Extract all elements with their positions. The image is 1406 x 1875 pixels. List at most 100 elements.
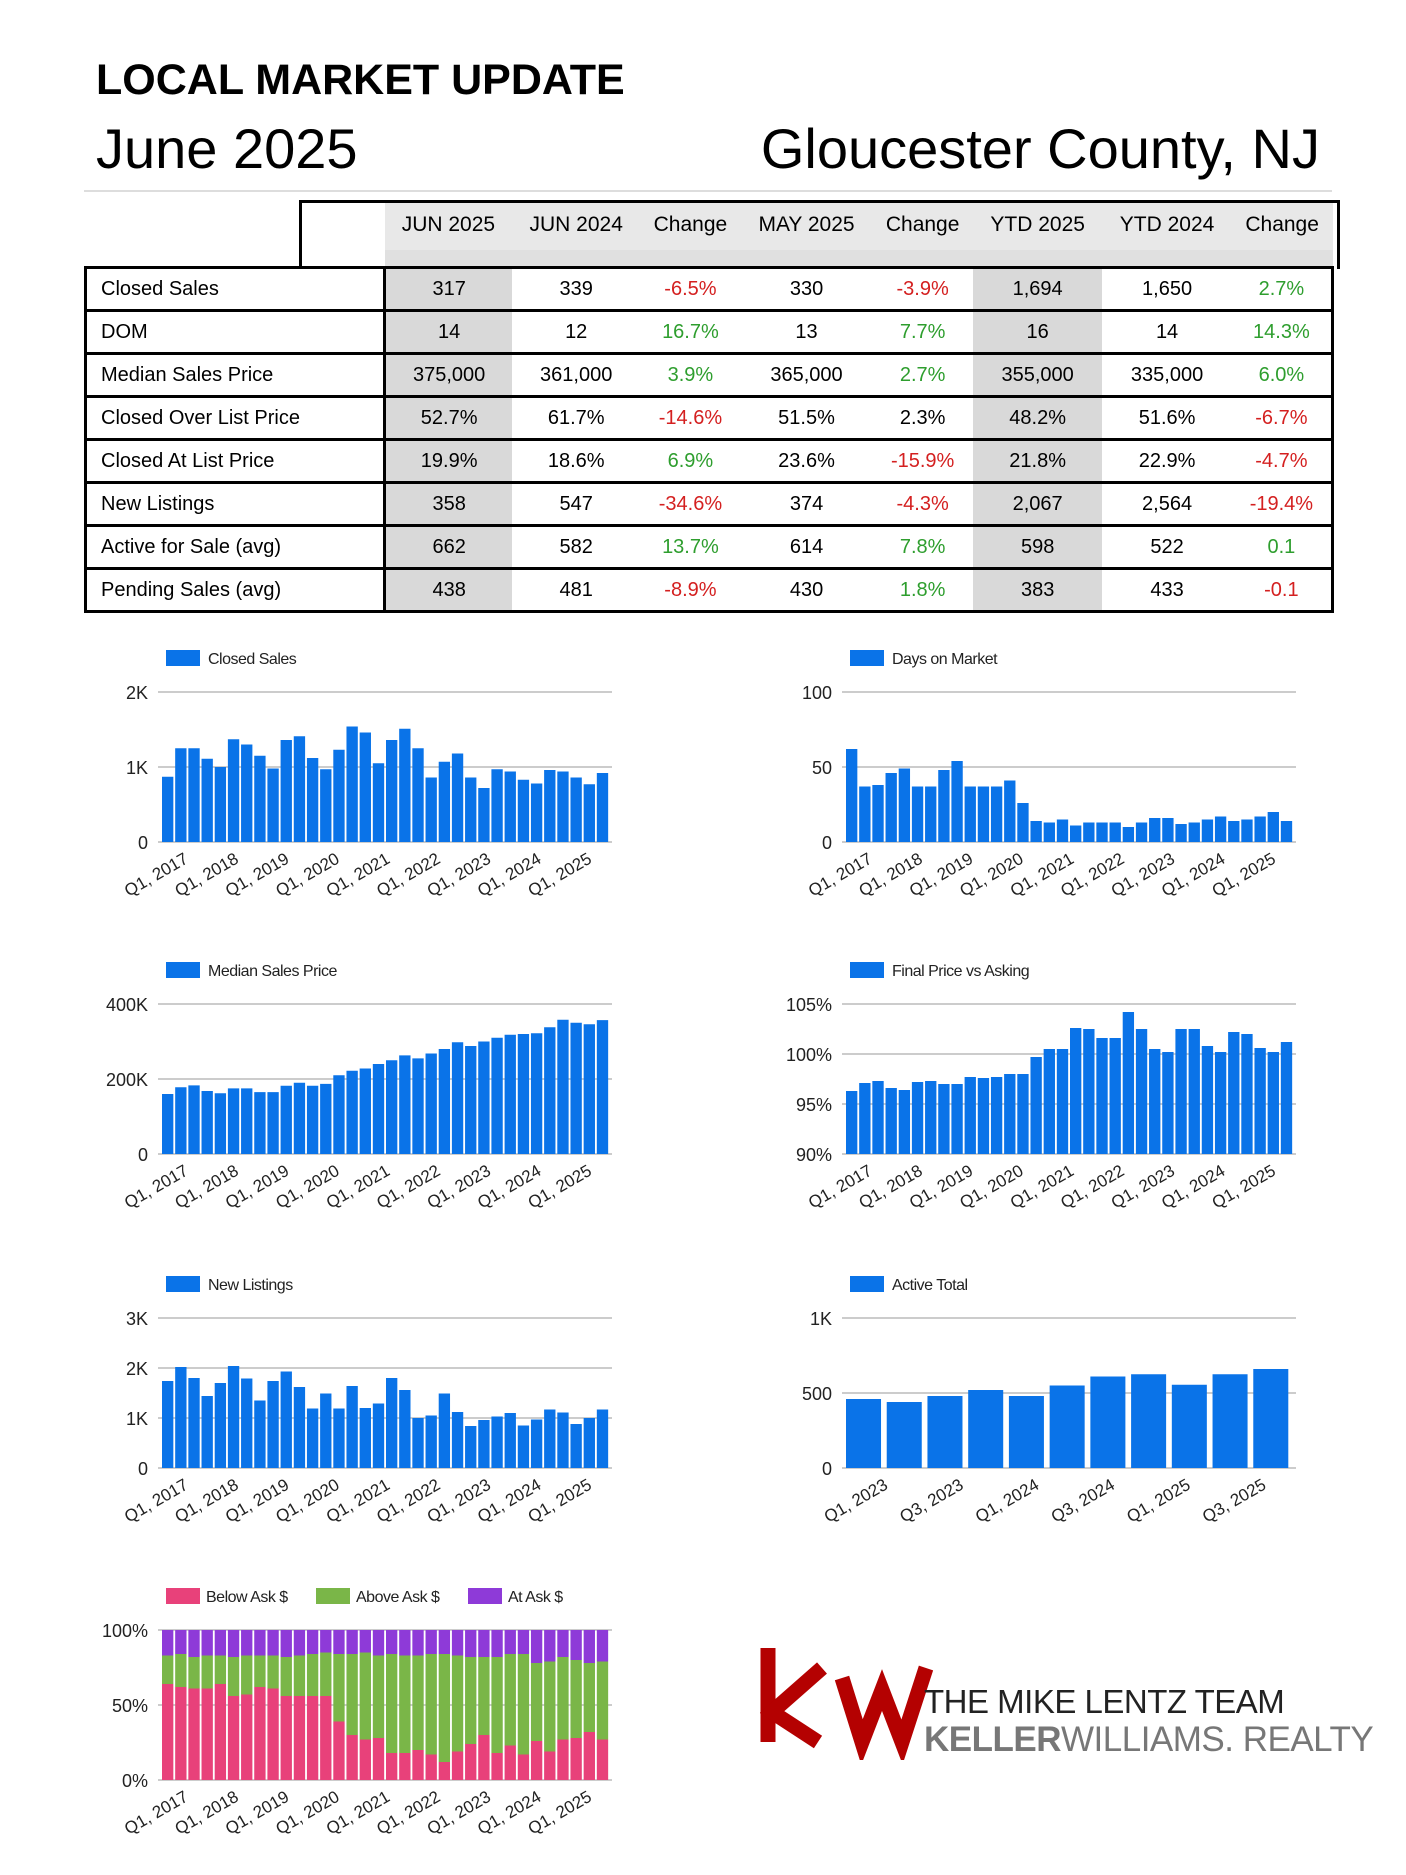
bar-segment [372,1655,385,1738]
bar-segment [320,1630,332,1653]
bar [162,1094,174,1154]
table-cell: 547 [512,482,641,527]
col-header: Change [640,200,741,250]
bar-segment [425,1654,437,1755]
bar-segment [359,1630,371,1653]
table-cell: 361,000 [512,353,641,398]
ask-breakdown-chart: Below Ask $ Above Ask $ At Ask $0%50%100%Q… [102,1588,612,1838]
bar [544,770,556,842]
table-cell: -4.3% [872,482,973,527]
legend-swatch [166,962,200,978]
bar [990,1077,1003,1154]
kw-mark-icon [760,1648,934,1760]
bar [451,753,464,842]
bar-segment [280,1657,292,1696]
bar [1212,1374,1248,1468]
x-tick-label: Q3, 2023 [896,1475,966,1526]
table-row: New Listings 358 547 -34.6% 374 -4.3% 2,067 2,5… [84,482,1334,527]
col-header: JUN 2024 [512,200,641,250]
bar-segment [583,1663,595,1732]
bar [306,1085,319,1154]
bar [359,1408,371,1468]
bar-segment [227,1657,240,1696]
table-cell: 2,067 [972,482,1103,527]
logo-brand-bold: KELLER [924,1720,1062,1759]
bar [386,1378,398,1468]
legend-swatch [316,1588,350,1604]
bar [1083,822,1095,842]
bar-segment [201,1688,213,1780]
bar [267,1092,279,1154]
bar-segment [530,1741,543,1780]
bar [1175,824,1187,842]
bar-segment [188,1630,200,1657]
y-tick-label: 100% [102,1621,148,1641]
bar [491,769,503,842]
bar [1043,1049,1055,1154]
bar [530,1033,543,1154]
legend-label: At Ask $ [508,1589,563,1606]
bar-segment [465,1744,477,1780]
bar [465,1046,477,1154]
bar [1122,827,1135,842]
bar-segment [227,1696,240,1780]
bar-segment [425,1754,437,1780]
legend-label: Final Price vs Asking [892,963,1029,980]
y-tick-label: 50% [112,1696,148,1716]
table-cell: 2,564 [1102,482,1232,527]
table-cell: 330 [740,266,873,312]
table-row: Pending Sales (avg) 438 481 -8.9% 430 1.8% 383… [84,568,1334,613]
x-tick-label: Q3, 2024 [1048,1475,1118,1526]
bar [1214,1052,1227,1154]
bar-segment [306,1630,319,1654]
table-cell: 433 [1102,568,1232,613]
legend-label: Active Total [892,1277,968,1294]
bar-segment [412,1630,424,1656]
legend-label: Closed Sales [208,651,297,668]
bar-segment [465,1630,477,1657]
logo-brand-suffix: . REALTY [1224,1720,1374,1759]
bar [1228,821,1240,842]
table-cell: 430 [740,568,873,613]
bar [293,1082,306,1154]
bar [1096,822,1108,842]
table-cell: -8.9% [640,568,741,613]
bar [846,749,858,842]
y-tick-label: 0% [122,1771,148,1791]
bar-segment [399,1655,411,1753]
bar [491,1037,503,1154]
table-cell: 7.8% [872,525,973,570]
table-cell: 6.0% [1231,353,1334,398]
table-cell: 48.2% [972,396,1103,441]
bar [399,728,411,842]
col-header: MAY 2025 [740,200,873,250]
bar-segment [504,1745,516,1780]
bar [938,770,950,842]
bar [846,1399,882,1468]
table-cell: 481 [512,568,641,613]
bar-segment [254,1687,266,1780]
legend-label: Above Ask $ [356,1589,440,1606]
bar [1254,1048,1266,1154]
bar [1188,822,1200,842]
bar [241,744,253,842]
bar [293,1387,306,1468]
bar-segment [214,1655,227,1684]
bar [1214,816,1227,842]
bar-segment [596,1661,609,1740]
bar-segment [412,1750,424,1780]
bar-segment [399,1630,411,1656]
bar [491,1416,503,1468]
bar [214,1383,227,1468]
table-cell: 1,650 [1102,266,1232,312]
bar [530,1419,543,1468]
table-cell: 522 [1102,525,1232,570]
table-cell: 662 [384,525,513,570]
bar-segment [162,1630,174,1656]
bar [175,748,187,842]
bar [938,1084,950,1154]
bar [412,1418,424,1468]
bar [544,1027,556,1154]
bar [478,1041,490,1154]
bar-segment [544,1630,556,1662]
